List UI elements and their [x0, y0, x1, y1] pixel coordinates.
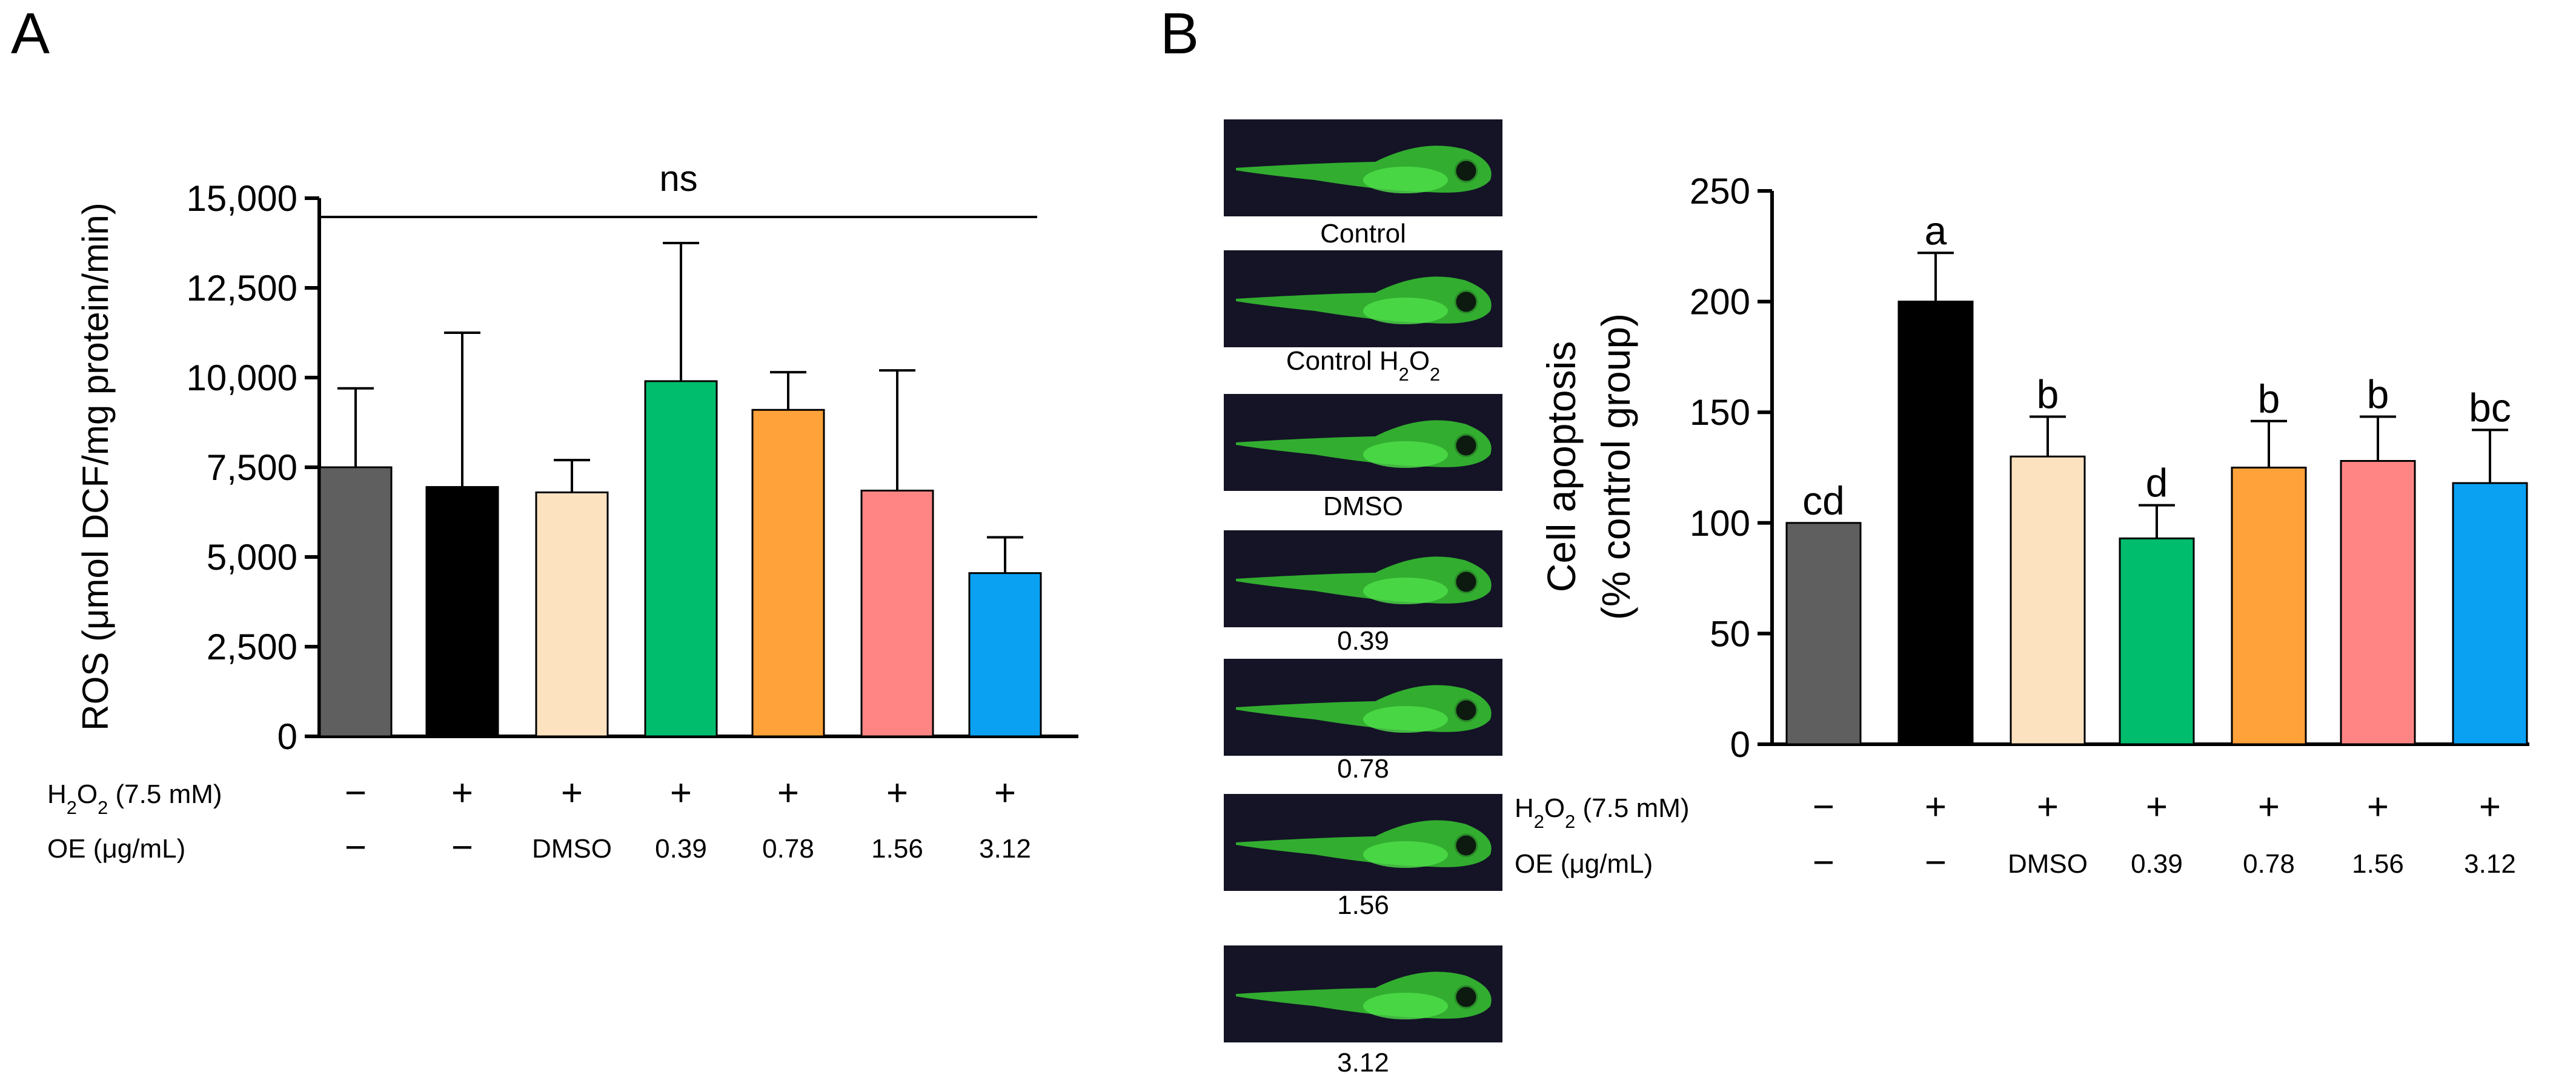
panel-b-label: B — [1160, 1, 1199, 66]
h2o2-condition: − — [345, 772, 367, 814]
y-tick-label: 150 — [1690, 392, 1750, 433]
oe-condition: − — [345, 827, 367, 868]
zebrafish-caption: 0.78 — [1337, 754, 1389, 784]
bar — [860, 489, 934, 738]
zebrafish-image — [1224, 250, 1502, 347]
bar — [644, 380, 718, 738]
zebrafish-image-column: Control Control H2O2 DMSO 0.39 0.78 1.56 3.12 — [1224, 119, 1502, 1078]
bar — [2340, 460, 2416, 745]
zebrafish-caption: DMSO — [1323, 492, 1403, 521]
h2o2-condition: + — [1925, 786, 1947, 828]
y-tick-label: 0 — [277, 716, 297, 757]
h2o2-condition: + — [994, 772, 1016, 814]
oe-row-label: OE (μg/mL) — [47, 834, 185, 864]
zebrafish-caption: 3.12 — [1337, 1048, 1389, 1078]
zebrafish-caption: 1.56 — [1337, 890, 1389, 920]
bar — [1785, 522, 1862, 745]
h2o2-condition: − — [1813, 786, 1834, 828]
bar — [1897, 301, 1974, 745]
significance-letter: b — [2037, 372, 2059, 417]
zebrafish-image — [1224, 394, 1502, 491]
y-tick-label: 15,000 — [186, 178, 297, 219]
zebrafish-image — [1224, 794, 1502, 891]
zebrafish-caption: 0.39 — [1337, 626, 1389, 656]
bar — [535, 491, 609, 738]
y-tick-label: 5,000 — [207, 537, 297, 578]
oe-condition: − — [1813, 842, 1834, 884]
significance-letter: d — [2146, 461, 2168, 505]
y-tick-label: 0 — [1730, 724, 1750, 765]
bar — [2231, 467, 2307, 745]
significance-letter: b — [2367, 372, 2389, 417]
oe-condition: 3.12 — [979, 834, 1031, 864]
h2o2-condition: + — [670, 772, 692, 814]
oe-condition: DMSO — [2008, 849, 2088, 879]
zebrafish-caption: Control — [1320, 219, 1406, 248]
significance-letter: bc — [2469, 385, 2511, 430]
oe-condition: 0.39 — [655, 834, 707, 864]
y-tick-label: 10,000 — [186, 358, 297, 398]
oe-condition: − — [451, 827, 473, 868]
oe-condition: DMSO — [532, 834, 612, 864]
bar — [968, 572, 1042, 738]
y-tick-label: 2,500 — [207, 627, 297, 667]
significance-letter: cd — [1802, 478, 1845, 523]
y-tick-label: 100 — [1690, 503, 1750, 544]
oe-condition: 0.78 — [2243, 849, 2295, 879]
oe-condition: − — [1925, 842, 1947, 884]
bar — [2010, 455, 2086, 745]
h2o2-condition: + — [2037, 786, 2059, 828]
bar — [2452, 482, 2528, 745]
apoptosis-y-label-line1: Cell apoptosis — [1539, 341, 1584, 593]
significance-letter: b — [2258, 376, 2280, 421]
h2o2-condition: + — [777, 772, 799, 814]
bar — [425, 486, 499, 738]
y-tick-label: 250 — [1690, 171, 1750, 212]
oe-condition: 1.56 — [2352, 849, 2404, 879]
ns-annotation: ns — [659, 158, 697, 199]
y-tick-label: 12,500 — [186, 268, 297, 308]
bar — [2119, 537, 2195, 745]
h2o2-condition: + — [2479, 786, 2501, 828]
oe-condition: 0.39 — [2131, 849, 2183, 879]
h2o2-condition: + — [2146, 786, 2168, 828]
y-tick-label: 50 — [1710, 613, 1750, 654]
zebrafish-image — [1224, 530, 1502, 627]
h2o2-row-label: H2O2 (7.5 mM) — [1515, 793, 1690, 832]
oe-condition: 3.12 — [2464, 849, 2516, 879]
zebrafish-image — [1224, 945, 1502, 1042]
h2o2-condition: + — [886, 772, 908, 814]
oe-row-label: OE (μg/mL) — [1515, 849, 1653, 879]
apoptosis-bar-chart: 0 50 100 150 200 250 cd a b d b b bc Cell apoptosis… — [1515, 171, 2529, 884]
oe-condition: 0.78 — [762, 834, 814, 864]
oe-condition: 1.56 — [871, 834, 923, 864]
panel-a-label: A — [11, 1, 50, 66]
zebrafish-image — [1224, 659, 1502, 756]
zebrafish-image — [1224, 119, 1502, 216]
bar — [751, 408, 825, 738]
significance-letter: a — [1925, 208, 1947, 253]
apoptosis-y-label-line2: (% control group) — [1593, 313, 1638, 620]
h2o2-condition: + — [451, 772, 473, 814]
y-tick-label: 7,500 — [207, 447, 297, 488]
h2o2-condition: + — [561, 772, 583, 814]
y-tick-label: 200 — [1690, 282, 1750, 322]
h2o2-row-label: H2O2 (7.5 mM) — [47, 779, 222, 818]
zebrafish-caption: Control H2O2 — [1286, 346, 1440, 385]
ros-bar-chart: 0 2,500 5,000 7,500 10,000 12,500 15,000 ns RO… — [47, 158, 1078, 868]
h2o2-condition: + — [2367, 786, 2389, 828]
ros-y-label: ROS (μmol DCF/mg protein/min) — [75, 202, 116, 730]
bar — [319, 466, 393, 738]
h2o2-condition: + — [2258, 786, 2280, 828]
